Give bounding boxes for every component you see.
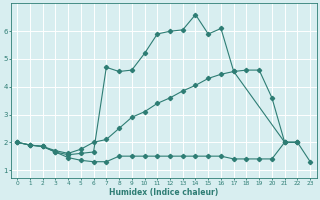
X-axis label: Humidex (Indice chaleur): Humidex (Indice chaleur) [109, 188, 218, 197]
